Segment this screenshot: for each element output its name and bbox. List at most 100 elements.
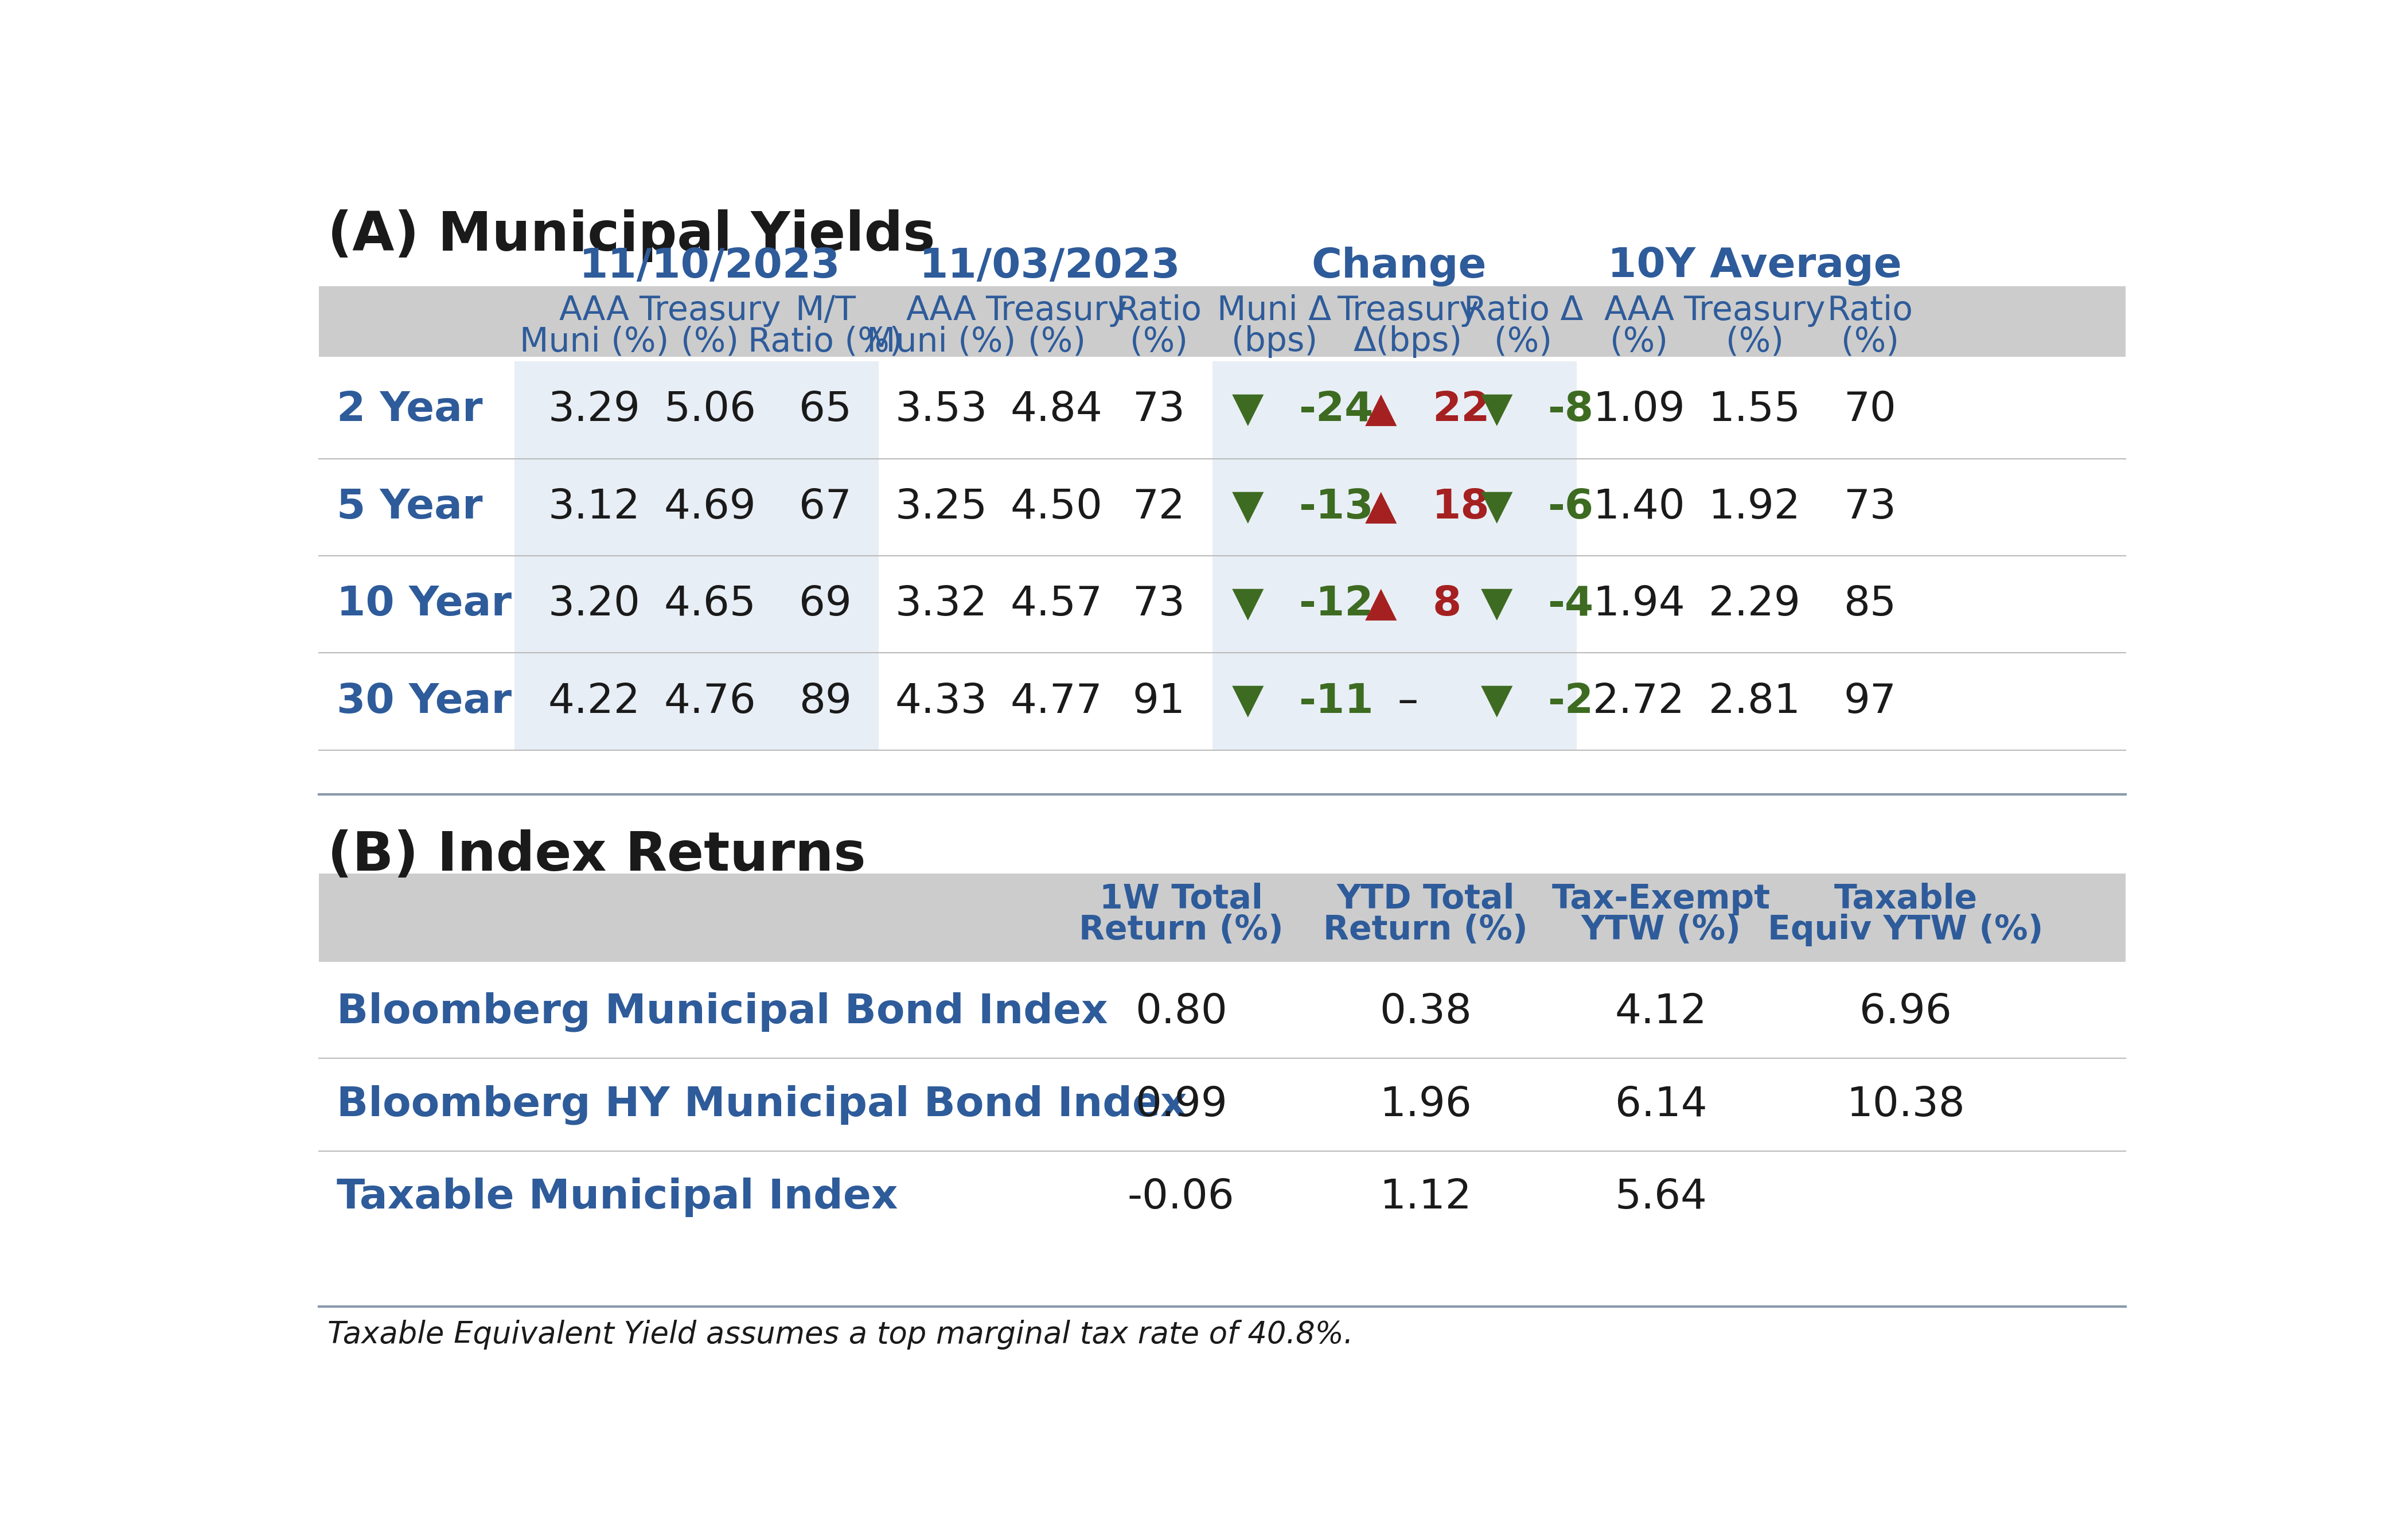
Text: 1.96: 1.96 (1379, 1086, 1472, 1124)
Text: Treasury: Treasury (1683, 294, 1826, 326)
Text: (B) Index Returns: (B) Index Returns (327, 830, 865, 882)
Text: 73: 73 (1133, 390, 1185, 430)
Text: 4.84: 4.84 (1011, 390, 1102, 430)
Text: 1.09: 1.09 (1592, 390, 1685, 430)
Text: 10 Year: 10 Year (337, 585, 511, 624)
Text: ▼: ▼ (1231, 585, 1264, 624)
Text: 11/10/2023: 11/10/2023 (578, 246, 841, 286)
Text: 65: 65 (798, 390, 851, 430)
Bar (880, 362, 1207, 459)
Text: Ratio: Ratio (1116, 294, 1202, 326)
Bar (1212, 459, 1577, 556)
Bar (1582, 653, 2125, 750)
Bar (1212, 653, 1577, 750)
Text: Tax-Exempt: Tax-Exempt (1551, 882, 1771, 915)
Text: 69: 69 (798, 585, 851, 624)
Text: 5 Year: 5 Year (337, 487, 483, 527)
Text: (%): (%) (1726, 325, 1783, 357)
Bar (514, 653, 887, 750)
Text: 3.12: 3.12 (547, 487, 641, 527)
Text: 3.20: 3.20 (547, 585, 641, 624)
Text: 6.96: 6.96 (1859, 992, 1953, 1032)
Text: –: – (1398, 682, 1417, 721)
Text: 4.22: 4.22 (547, 682, 641, 721)
Text: M/T: M/T (796, 294, 856, 326)
Text: 0.99: 0.99 (1135, 1086, 1226, 1124)
Text: Ratio: Ratio (1826, 294, 1912, 326)
Text: 4.33: 4.33 (894, 682, 987, 721)
Text: 11/03/2023: 11/03/2023 (920, 246, 1181, 286)
Text: 3.53: 3.53 (894, 390, 987, 430)
Text: Ratio Δ: Ratio Δ (1463, 294, 1582, 326)
Bar (1212, 362, 1577, 459)
Text: 91: 91 (1133, 682, 1185, 721)
Text: 3.25: 3.25 (894, 487, 987, 527)
Bar (880, 459, 1207, 556)
Text: 2.29: 2.29 (1709, 585, 1800, 624)
Text: Change: Change (1312, 246, 1487, 286)
Bar (514, 556, 887, 653)
Text: (%): (%) (1840, 325, 1900, 357)
Text: Treasury: Treasury (1336, 294, 1479, 326)
Text: 0.80: 0.80 (1135, 992, 1226, 1032)
Text: -8: -8 (1549, 390, 1594, 430)
Text: YTD Total: YTD Total (1336, 882, 1515, 915)
Text: 4.69: 4.69 (664, 487, 755, 527)
Text: (A) Municipal Yields: (A) Municipal Yields (327, 209, 934, 262)
Text: 1.12: 1.12 (1379, 1178, 1472, 1217)
Text: -11: -11 (1298, 682, 1374, 721)
Bar (514, 362, 887, 459)
Text: Muni (%): Muni (%) (868, 325, 1016, 357)
Text: (%): (%) (1028, 325, 1085, 357)
Text: 4.76: 4.76 (664, 682, 755, 721)
Text: 4.77: 4.77 (1011, 682, 1102, 721)
Text: 97: 97 (1843, 682, 1895, 721)
Text: 4.65: 4.65 (664, 585, 755, 624)
Text: 0.38: 0.38 (1379, 992, 1472, 1032)
Text: ▲: ▲ (1365, 585, 1398, 624)
Text: ▲: ▲ (1365, 390, 1398, 430)
Text: 8: 8 (1432, 585, 1460, 624)
Text: Treasury: Treasury (985, 294, 1128, 326)
Bar (1582, 459, 2125, 556)
Text: 10.38: 10.38 (1847, 1086, 1965, 1124)
Text: -2: -2 (1549, 682, 1594, 721)
Text: 70: 70 (1843, 390, 1895, 430)
Text: Taxable Municipal Index: Taxable Municipal Index (337, 1178, 899, 1217)
Bar (880, 653, 1207, 750)
Text: 10Y Average: 10Y Average (1608, 246, 1902, 286)
Text: Bloomberg Municipal Bond Index: Bloomberg Municipal Bond Index (337, 992, 1107, 1032)
Bar (880, 556, 1207, 653)
Bar (318, 286, 2125, 357)
Text: YTW (%): YTW (%) (1582, 913, 1742, 946)
Text: 72: 72 (1133, 487, 1185, 527)
Text: Treasury: Treasury (638, 294, 782, 326)
Text: Taxable Equivalent Yield assumes a top marginal tax rate of 40.8%.: Taxable Equivalent Yield assumes a top m… (327, 1320, 1353, 1349)
Text: 89: 89 (798, 682, 851, 721)
Text: 5.06: 5.06 (664, 390, 755, 430)
Text: 1.40: 1.40 (1592, 487, 1685, 527)
Text: ▼: ▼ (1231, 682, 1264, 721)
Text: 5.64: 5.64 (1616, 1178, 1706, 1217)
Text: 30 Year: 30 Year (337, 682, 511, 721)
Text: 22: 22 (1432, 390, 1489, 430)
Text: AAA: AAA (1604, 294, 1673, 326)
Text: Taxable: Taxable (1833, 882, 1977, 915)
Text: 85: 85 (1843, 585, 1898, 624)
Text: (%): (%) (1611, 325, 1668, 357)
Text: Return (%): Return (%) (1078, 913, 1283, 946)
Bar (1582, 556, 2125, 653)
Text: 4.50: 4.50 (1011, 487, 1102, 527)
Text: 2.72: 2.72 (1592, 682, 1685, 721)
Text: Muni (%): Muni (%) (519, 325, 669, 357)
Text: 3.29: 3.29 (547, 390, 641, 430)
Text: 6.14: 6.14 (1616, 1086, 1706, 1124)
Text: 1.92: 1.92 (1709, 487, 1800, 527)
Text: (%): (%) (1494, 325, 1554, 357)
Text: -6: -6 (1549, 487, 1594, 527)
Text: -4: -4 (1549, 585, 1594, 624)
Text: AAA: AAA (906, 294, 975, 326)
Text: -0.06: -0.06 (1128, 1178, 1236, 1217)
Text: 1W Total: 1W Total (1099, 882, 1262, 915)
Text: ▲: ▲ (1365, 487, 1398, 527)
